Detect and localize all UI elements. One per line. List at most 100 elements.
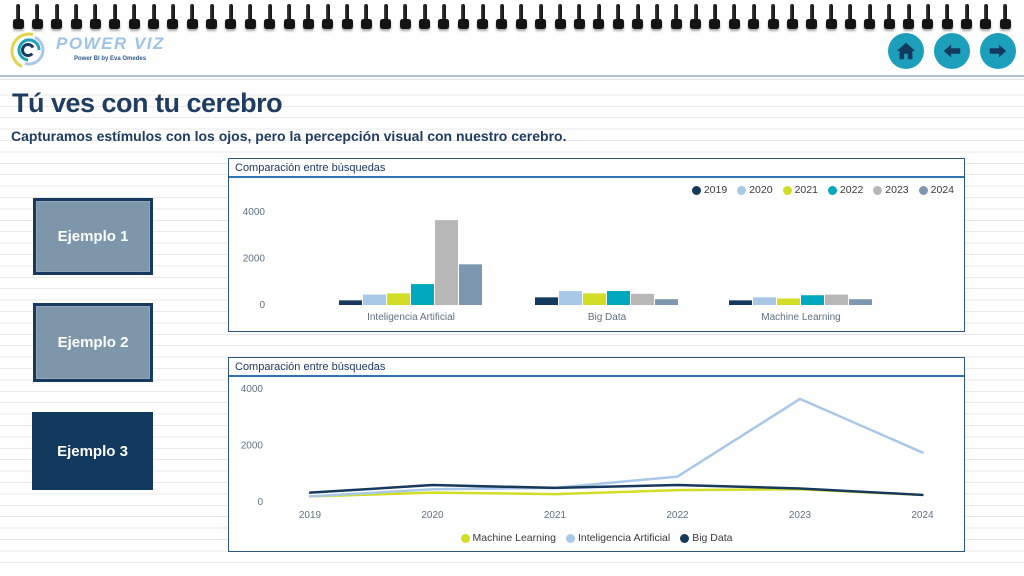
- bar-2021-big-data[interactable]: [583, 293, 606, 305]
- bar-2020-inteligencia-artificial[interactable]: [363, 294, 386, 305]
- binding-ring: [322, 4, 334, 32]
- binding-ring: [961, 4, 973, 32]
- legend-dot: [460, 533, 470, 543]
- binding-ring: [864, 4, 876, 32]
- ejemplo-1-label: Ejemplo 1: [57, 228, 129, 245]
- page-subtitle: Capturamos estímulos con los ojos, pero …: [11, 128, 567, 144]
- bar-2020-machine-learning[interactable]: [753, 297, 776, 305]
- binding-ring: [670, 4, 682, 32]
- line-chart-panel: Comparación entre búsquedas 0 2000 4000 201…: [228, 357, 965, 552]
- bar-2021-machine-learning[interactable]: [777, 298, 800, 305]
- x-axis-label: 2024: [911, 510, 934, 521]
- binding-ring: [167, 4, 179, 32]
- legend-item-2023[interactable]: 2023: [873, 184, 909, 196]
- bar-2022-big-data[interactable]: [607, 291, 630, 305]
- legend-label: 2019: [703, 184, 728, 196]
- legend-item-machine-learning[interactable]: Machine Learning: [460, 532, 556, 544]
- legend-label: 2022: [839, 184, 864, 196]
- forward-button[interactable]: [980, 33, 1016, 69]
- binding-ring: [341, 4, 353, 32]
- legend-item-big-data[interactable]: Big Data: [680, 532, 732, 544]
- bar-2022-inteligencia-artificial[interactable]: [411, 284, 434, 305]
- legend-dot: [827, 185, 837, 195]
- bar-2022-machine-learning[interactable]: [801, 295, 824, 305]
- bar-2019-machine-learning[interactable]: [729, 300, 752, 305]
- bar-2020-big-data[interactable]: [559, 291, 582, 305]
- legend-label: Inteligencia Artificial: [577, 532, 671, 544]
- bar-2024-inteligencia-artificial[interactable]: [459, 264, 482, 305]
- x-axis-label: 2022: [666, 510, 689, 521]
- ejemplo-1-button[interactable]: Ejemplo 1: [33, 198, 153, 275]
- nav-buttons: [888, 33, 1016, 69]
- arrow-right-icon: [989, 44, 1007, 58]
- binding-ring: [206, 4, 218, 32]
- ejemplo-2-label: Ejemplo 2: [57, 334, 129, 351]
- powerviz-logo-icon: [10, 32, 48, 70]
- y-axis-label: 4000: [243, 207, 266, 218]
- binding-ring: [225, 4, 237, 32]
- line-chart-area: 0 2000 4000 2019 2020 2021 2022 2023 2024 Machin…: [229, 377, 964, 549]
- legend-item-2024[interactable]: 2024: [918, 184, 954, 196]
- legend-dot: [680, 533, 690, 543]
- back-button[interactable]: [934, 33, 970, 69]
- home-button[interactable]: [888, 33, 924, 69]
- binding-ring: [903, 4, 915, 32]
- y-axis-label: 4000: [241, 384, 264, 395]
- binding-ring: [496, 4, 508, 32]
- legend-label: 2021: [794, 184, 818, 196]
- bar-2023-machine-learning[interactable]: [825, 294, 848, 305]
- y-axis-label: 2000: [241, 441, 264, 452]
- bar-2021-inteligencia-artificial[interactable]: [387, 293, 410, 305]
- spiral-binding: [0, 4, 1024, 32]
- x-axis-label: 2019: [299, 510, 322, 521]
- legend-item-2019[interactable]: 2019: [691, 184, 728, 196]
- bar-2024-machine-learning[interactable]: [849, 299, 872, 305]
- binding-ring: [554, 4, 566, 32]
- binding-ring: [767, 4, 779, 32]
- binding-ring: [825, 4, 837, 32]
- x-axis-label: 2023: [789, 510, 812, 521]
- binding-ring: [419, 4, 431, 32]
- legend-dot: [918, 185, 928, 195]
- bar-2023-big-data[interactable]: [631, 293, 654, 305]
- header-divider: [0, 75, 1024, 77]
- binding-ring: [360, 4, 372, 32]
- legend-item-inteligencia-artificial[interactable]: Inteligencia Artificial: [565, 532, 671, 544]
- bar-2023-inteligencia-artificial[interactable]: [435, 220, 458, 305]
- binding-ring: [31, 4, 43, 32]
- binding-ring: [980, 4, 992, 32]
- binding-ring: [728, 4, 740, 32]
- binding-ring: [109, 4, 121, 32]
- legend-dot: [873, 185, 883, 195]
- binding-ring: [399, 4, 411, 32]
- binding-ring: [70, 4, 82, 32]
- line-series-inteligencia-artificial[interactable]: [308, 397, 924, 498]
- binding-ring: [535, 4, 547, 32]
- x-axis-label: Inteligencia Artificial: [367, 312, 455, 323]
- bar-2024-big-data[interactable]: [655, 299, 678, 305]
- binding-ring: [186, 4, 198, 32]
- header-divider-light: [0, 79, 1024, 80]
- line-chart-canvas: 0 2000 4000 2019 2020 2021 2022 2023 2024: [241, 384, 934, 521]
- ejemplo-3-button[interactable]: Ejemplo 3: [32, 412, 153, 490]
- binding-ring: [12, 4, 24, 32]
- binding-ring: [515, 4, 527, 32]
- legend-dot: [565, 533, 575, 543]
- line-series-big-data[interactable]: [308, 483, 924, 497]
- binding-ring: [457, 4, 469, 32]
- home-icon: [896, 42, 916, 60]
- binding-ring: [709, 4, 721, 32]
- legend-label: 2023: [885, 184, 909, 196]
- bar-2019-inteligencia-artificial[interactable]: [339, 300, 362, 305]
- ejemplo-2-button[interactable]: Ejemplo 2: [33, 303, 153, 382]
- binding-ring: [51, 4, 63, 32]
- binding-ring: [264, 4, 276, 32]
- binding-ring: [573, 4, 585, 32]
- binding-ring: [128, 4, 140, 32]
- binding-ring: [283, 4, 295, 32]
- legend-item-2022[interactable]: 2022: [827, 184, 864, 196]
- legend-item-2020[interactable]: 2020: [737, 184, 773, 196]
- bar-chart-panel: Comparación entre búsquedas 0 2000 4000 Int…: [228, 158, 965, 332]
- bar-2019-big-data[interactable]: [535, 297, 558, 305]
- legend-item-2021[interactable]: 2021: [782, 184, 818, 196]
